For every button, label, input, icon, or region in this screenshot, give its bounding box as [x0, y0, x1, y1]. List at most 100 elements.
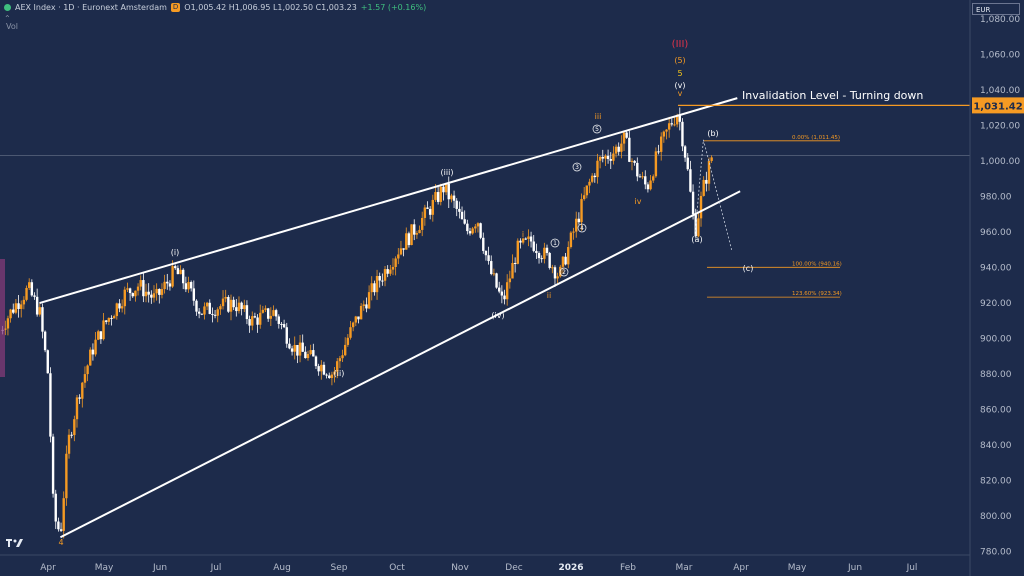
candle-body [20, 304, 23, 309]
wave-label: v [678, 89, 683, 98]
candle-body [187, 282, 190, 290]
candle-body [97, 331, 100, 340]
wave-label: i [522, 230, 524, 239]
candle-body [104, 320, 108, 322]
y-tick-label: 960.00 [980, 228, 1012, 238]
x-tick-label: Apr [40, 563, 56, 573]
candle-body [328, 375, 331, 378]
ohlc-readout: O1,005.42 H1,006.95 L1,002.50 C1,003.23 [184, 3, 357, 12]
wave-label: (iii) [441, 168, 454, 177]
candle-body [596, 160, 599, 178]
candle-body [686, 157, 689, 170]
candle-body [476, 223, 480, 227]
candle-body [694, 214, 697, 237]
candle-body [182, 269, 185, 284]
candle-body [649, 180, 652, 190]
candle-body [482, 237, 485, 251]
candle-body [160, 289, 164, 295]
candle-body [373, 283, 376, 293]
chart-header: AEX Index · 1D · Euronext Amsterdam D O1… [4, 3, 426, 12]
candle-body [144, 291, 148, 297]
candle-body [309, 350, 312, 355]
y-tick-label: 800.00 [980, 512, 1012, 522]
candle-body [259, 312, 262, 325]
candle-body [243, 305, 246, 310]
candle-body [343, 344, 347, 356]
candle-body [216, 309, 219, 316]
candle-body [322, 364, 326, 375]
candle-body [354, 316, 358, 323]
candle-body [158, 288, 161, 295]
candle-body [519, 240, 522, 243]
y-tick-label: 780.00 [980, 547, 1012, 557]
candle-body [638, 176, 642, 178]
circled-label: 2 [562, 269, 566, 276]
candle-body [235, 307, 238, 312]
candle-body [346, 337, 350, 345]
candle-body [556, 276, 559, 279]
candle-body [524, 238, 527, 240]
y-tick-label: 1,020.00 [980, 122, 1020, 132]
candle-body [516, 240, 519, 264]
market-badge: D [170, 3, 181, 12]
candle-body [667, 123, 671, 130]
candle-body [57, 521, 60, 530]
x-tick-label: Oct [389, 563, 405, 573]
candle-body [171, 266, 174, 287]
candle-body [49, 373, 52, 437]
candle-body [251, 316, 254, 326]
candle-body [168, 283, 172, 287]
candle-body [301, 342, 304, 352]
candle-body [662, 131, 666, 137]
y-tick-label: 1,080.00 [980, 15, 1020, 25]
candle-body [365, 304, 368, 309]
candle-body [232, 299, 235, 308]
candle-body [197, 311, 201, 314]
candle-body [256, 317, 259, 325]
candle-body [203, 306, 206, 315]
circled-label-ring [577, 223, 587, 233]
candle-body [43, 331, 47, 351]
candle-body [529, 236, 533, 242]
candle-body [407, 233, 411, 246]
candle-body [78, 397, 81, 399]
candle-body [362, 304, 365, 306]
candle-body [561, 256, 565, 267]
candle-body [293, 344, 296, 352]
candle-body [91, 349, 95, 355]
trend-lines [39, 97, 970, 539]
candle-body [17, 303, 20, 309]
candle-body [261, 309, 265, 313]
x-tick-label: Feb [620, 563, 636, 573]
candle-body [410, 224, 413, 246]
candle-body [317, 366, 320, 372]
candle-body [195, 300, 198, 312]
y-tick-label: 860.00 [980, 406, 1012, 416]
candle-body [609, 159, 612, 161]
collapse-icon[interactable]: ⌃ [4, 14, 11, 23]
candle-body [89, 349, 92, 366]
candle-body [527, 236, 530, 239]
candle-body [314, 356, 318, 367]
currency-label[interactable]: EUR [972, 3, 1020, 15]
volume-label: Vol [6, 22, 18, 31]
candle-body [567, 247, 570, 265]
candle-body [120, 306, 124, 309]
candle-body [176, 268, 180, 275]
fib-label: 123.60% (923.34) [792, 291, 842, 297]
symbol-title[interactable]: AEX Index · 1D · Euronext Amsterdam [15, 3, 167, 12]
candle-body [386, 269, 389, 274]
candle-body [588, 181, 591, 186]
candle-body [434, 192, 437, 200]
x-tick-label: Aug [273, 563, 291, 573]
candle-body [240, 302, 243, 310]
candle-body [447, 183, 450, 200]
candle-body [439, 186, 442, 202]
candle-body [75, 397, 79, 420]
candle-body [405, 233, 408, 250]
candle-body [288, 343, 291, 349]
candle-body [59, 529, 63, 531]
candle-body [229, 299, 233, 312]
candle-body [136, 286, 140, 291]
